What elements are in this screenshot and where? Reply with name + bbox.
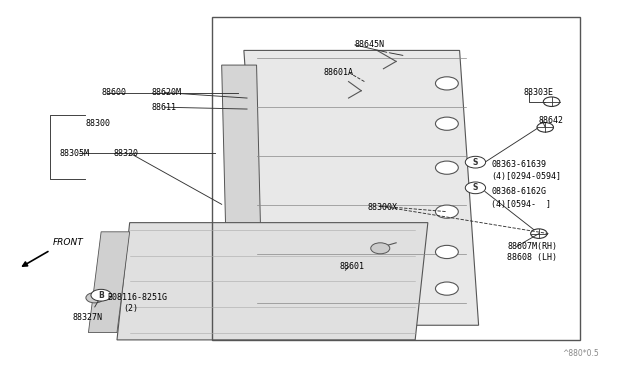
Text: 88611: 88611 <box>152 103 177 112</box>
Circle shape <box>435 161 458 174</box>
Circle shape <box>435 117 458 130</box>
Text: 88300X: 88300X <box>367 203 397 212</box>
Text: 88601: 88601 <box>339 262 364 271</box>
Text: 88303E: 88303E <box>523 88 553 97</box>
Text: 88300: 88300 <box>85 119 110 128</box>
Text: 88642: 88642 <box>539 116 564 125</box>
Text: FRONT: FRONT <box>52 238 83 247</box>
Polygon shape <box>244 51 479 325</box>
Circle shape <box>435 246 458 259</box>
Circle shape <box>537 123 554 132</box>
Circle shape <box>465 182 486 194</box>
Text: S: S <box>473 158 478 167</box>
Circle shape <box>435 282 458 295</box>
Circle shape <box>371 243 390 254</box>
Text: 88620M: 88620M <box>152 88 182 97</box>
Text: (2): (2) <box>124 304 138 313</box>
Circle shape <box>86 293 104 303</box>
Text: (4)[0294-0594]: (4)[0294-0594] <box>492 172 561 181</box>
Circle shape <box>465 156 486 168</box>
Text: S: S <box>473 183 478 192</box>
Text: 88600: 88600 <box>101 88 126 97</box>
Text: (4)[0594-  ]: (4)[0594- ] <box>492 200 551 209</box>
Circle shape <box>91 289 111 301</box>
Text: 88607M(RH): 88607M(RH) <box>507 242 557 251</box>
Text: 88327N: 88327N <box>72 314 102 323</box>
Text: 88320: 88320 <box>114 148 139 157</box>
Polygon shape <box>221 65 263 325</box>
Circle shape <box>543 97 560 106</box>
Text: 88601A: 88601A <box>323 68 353 77</box>
Text: 88645N: 88645N <box>355 41 385 49</box>
Text: 08363-61639: 08363-61639 <box>492 160 547 169</box>
Text: 88608 (LH): 88608 (LH) <box>507 253 557 262</box>
Text: 88305M: 88305M <box>60 148 90 157</box>
Text: ^880*0.5: ^880*0.5 <box>563 349 599 358</box>
Text: B08116-8251G: B08116-8251G <box>108 293 168 302</box>
Text: B: B <box>99 291 104 300</box>
Circle shape <box>435 77 458 90</box>
Polygon shape <box>88 232 130 333</box>
Polygon shape <box>117 223 428 340</box>
Text: 08368-6162G: 08368-6162G <box>492 187 547 196</box>
Circle shape <box>531 229 547 238</box>
Circle shape <box>435 205 458 218</box>
